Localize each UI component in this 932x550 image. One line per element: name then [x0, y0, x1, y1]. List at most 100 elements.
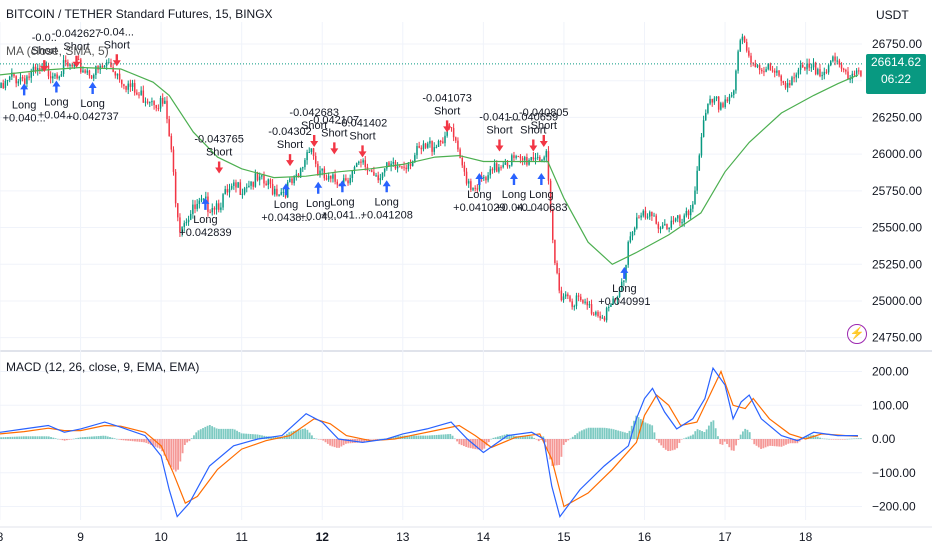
macd-histogram-bar: [819, 437, 821, 439]
price-tick-label: 25750.00: [872, 184, 922, 198]
time-tick-label: 16: [638, 530, 652, 544]
macd-histogram-bar: [188, 439, 191, 442]
candle-body: [358, 161, 360, 164]
time-tick-label: 18: [799, 530, 813, 544]
macd-histogram-bar: [694, 431, 697, 439]
macd-histogram-bar: [9, 436, 12, 439]
candle-body: [463, 165, 466, 172]
candle-body: [271, 183, 274, 195]
ma-indicator-label[interactable]: MA (close, SMA, 5): [6, 44, 109, 58]
macd-histogram-bar: [596, 427, 599, 439]
macd-histogram-bar: [295, 430, 297, 439]
macd-histogram-bar: [190, 438, 193, 439]
macd-tick-label: −100.00: [872, 466, 916, 480]
macd-histogram-bar: [143, 439, 145, 443]
candle-body: [422, 143, 425, 150]
candle-body: [560, 290, 563, 301]
candle-body: [750, 55, 752, 63]
macd-histogram-bar: [197, 430, 200, 439]
candle-body: [205, 196, 207, 199]
candle-body: [228, 188, 231, 193]
macd-histogram-bar: [254, 434, 257, 439]
macd-histogram-bar: [791, 439, 794, 444]
candle-body: [465, 171, 468, 184]
candle-body: [730, 94, 733, 97]
macd-histogram-bar: [63, 439, 66, 441]
macd-histogram-bar: [415, 435, 418, 439]
signal-label: -0.041073: [422, 92, 472, 104]
macd-histogram-bar: [460, 439, 463, 446]
candle-body: [435, 146, 438, 148]
macd-histogram-bar: [88, 436, 91, 439]
candle-body: [821, 75, 823, 77]
candle-body: [450, 127, 453, 129]
candle-body: [108, 62, 110, 64]
signal-label: +0.041208: [361, 209, 413, 221]
macd-histogram-bar: [671, 439, 674, 451]
candle-body: [539, 157, 541, 162]
macd-histogram-bar: [626, 433, 629, 439]
candle-body: [144, 101, 147, 103]
candle-body: [735, 70, 737, 91]
macd-tick-label: 0.00: [872, 432, 896, 446]
macd-histogram-bar: [846, 438, 849, 440]
macd-histogram-bar: [744, 428, 747, 439]
candle-body: [847, 71, 849, 80]
macd-histogram-bar: [492, 437, 495, 439]
candle-body: [6, 80, 9, 82]
signal-label: Long: [274, 199, 298, 211]
signals: Long+0.040...-0.0..ShortLong+0.04...-0.0…: [3, 26, 651, 308]
candle-body: [687, 210, 690, 216]
candle-body: [310, 148, 313, 153]
candle-body: [696, 170, 698, 191]
candle-body: [319, 170, 321, 176]
time-tick-label: 14: [477, 530, 491, 544]
signal-label: -0.040805: [519, 107, 569, 119]
candle-body: [659, 228, 662, 230]
candle-body: [707, 103, 709, 113]
candle-body: [457, 140, 459, 150]
candle-body: [54, 74, 56, 77]
price-pane[interactable]: Long+0.040...-0.0..ShortLong+0.04...-0.0…: [0, 26, 862, 323]
macd-histogram-bar: [673, 439, 676, 450]
macd-histogram-bar: [533, 437, 536, 439]
macd-histogram-bar: [785, 439, 787, 445]
candle-body: [549, 180, 552, 210]
macd-histogram-bar: [84, 436, 86, 439]
signal-label: Long: [193, 214, 217, 226]
macd-histogram-bar: [599, 427, 601, 439]
candle-body: [661, 225, 664, 229]
candle-body: [28, 76, 30, 78]
candle-body: [317, 163, 319, 176]
candle-body: [431, 140, 433, 152]
signal-label: Short: [486, 124, 512, 136]
time-tick-label: 17: [718, 530, 732, 544]
lightning-icon[interactable]: ⚡: [847, 324, 867, 344]
macd-pane[interactable]: [0, 366, 862, 518]
macd-histogram-bar: [81, 437, 84, 439]
candle-body: [689, 208, 692, 216]
macd-histogram-bar: [256, 434, 259, 439]
macd-indicator-label[interactable]: MACD (12, 26, close, 9, EMA, EMA): [6, 360, 200, 374]
candle-body: [226, 189, 229, 193]
macd-histogram-bar: [29, 436, 32, 439]
signal-label: -0.040659: [509, 111, 559, 123]
candle-body: [485, 177, 487, 181]
macd-histogram-bar: [20, 436, 23, 439]
macd-histogram-bar: [322, 439, 325, 441]
candle-body: [164, 100, 166, 104]
candle-body: [142, 90, 145, 103]
macd-histogram-bar: [751, 439, 753, 440]
candle-body: [849, 78, 851, 80]
macd-histogram-bar: [583, 429, 586, 439]
candle-body: [286, 182, 289, 198]
long-arrow-icon: [314, 181, 323, 194]
chart-title: BITCOIN / TETHER Standard Futures, 15, B…: [6, 7, 273, 21]
candle-body: [470, 181, 472, 190]
candle-body: [608, 306, 610, 308]
macd-histogram-bar: [72, 438, 75, 440]
candle-body: [498, 167, 500, 172]
signal-label: -0.042107: [310, 114, 360, 126]
